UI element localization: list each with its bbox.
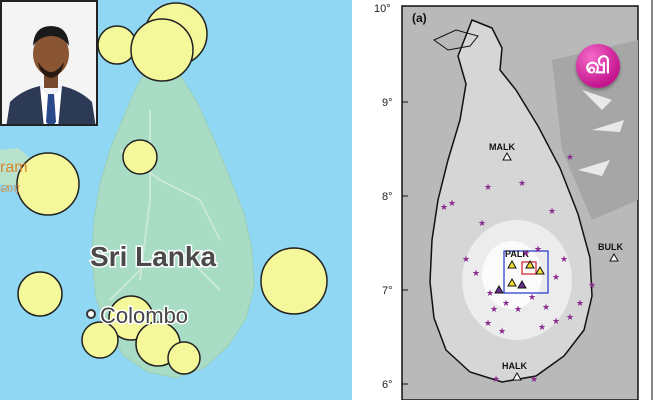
logo-glyph: வி <box>585 53 611 78</box>
relief-map-canvas: 10° 9° 8° 7° 6° (a) MALK PALK BULK HALK … <box>352 0 660 400</box>
face <box>33 32 69 76</box>
tie <box>46 94 56 124</box>
event-star: ★ <box>560 254 568 264</box>
left-map-panel: ram ரை Sri Lanka Colombo <box>0 0 352 400</box>
event-star: ★ <box>538 322 546 332</box>
station-triangle <box>535 265 545 275</box>
partial-place-label: ram <box>0 159 28 176</box>
event-circle <box>122 139 158 175</box>
study-area-box <box>503 250 549 294</box>
event-star: ★ <box>472 268 480 278</box>
station-label-halk: HALK <box>502 361 527 371</box>
event-star: ★ <box>478 218 486 228</box>
station-triangle <box>517 279 527 289</box>
partial-place-label-tamil: ரை <box>0 179 21 195</box>
station-label-bulk: BULK <box>598 242 623 252</box>
portrait-photo <box>0 0 98 126</box>
event-star: ★ <box>530 374 538 384</box>
station-triangle <box>609 252 619 262</box>
event-star: ★ <box>552 272 560 282</box>
hair <box>33 26 69 46</box>
event-star: ★ <box>528 292 536 302</box>
city-label: Colombo <box>100 303 188 328</box>
event-circle <box>97 25 137 65</box>
event-star: ★ <box>486 288 494 298</box>
event-star: ★ <box>462 254 470 264</box>
event-circle <box>81 321 119 359</box>
event-circle <box>17 271 63 317</box>
station-triangle <box>502 151 512 161</box>
event-star: ★ <box>576 298 584 308</box>
event-star: ★ <box>522 248 530 258</box>
event-circle <box>260 247 328 315</box>
event-star: ★ <box>548 206 556 216</box>
city-marker <box>86 309 96 319</box>
right-map-panel: 10° 9° 8° 7° 6° (a) MALK PALK BULK HALK … <box>352 0 660 400</box>
station-triangle <box>494 284 504 294</box>
event-star: ★ <box>566 152 574 162</box>
event-star: ★ <box>498 326 506 336</box>
station-triangle <box>525 259 535 269</box>
event-star: ★ <box>448 198 456 208</box>
lat-tick-label: 9° <box>382 97 393 109</box>
beard <box>38 62 64 78</box>
event-star: ★ <box>518 178 526 188</box>
channel-logo: வி <box>576 44 620 88</box>
lat-tick-label: 8° <box>382 191 393 203</box>
event-star: ★ <box>492 374 500 384</box>
lat-tick-label: 7° <box>382 285 393 297</box>
lat-tick-label: 10° <box>374 3 391 15</box>
road-line <box>139 110 151 281</box>
station-triangle <box>507 277 517 287</box>
event-star: ★ <box>542 302 550 312</box>
station-triangle <box>512 371 522 381</box>
lat-tick-label: 6° <box>382 379 393 391</box>
jaffna-coast <box>433 29 479 51</box>
event-star: ★ <box>490 304 498 314</box>
station-label-malk: MALK <box>489 142 515 152</box>
person-portrait-image <box>2 2 96 124</box>
event-star: ★ <box>588 280 596 290</box>
station-triangle <box>507 259 517 269</box>
event-star: ★ <box>552 316 560 326</box>
event-star: ★ <box>514 304 522 314</box>
event-star: ★ <box>502 298 510 308</box>
station-label-palk: PALK <box>505 249 529 259</box>
left-map-canvas: ram ரை Sri Lanka Colombo <box>0 2 328 379</box>
country-label: Sri Lanka <box>90 241 216 272</box>
event-stars: ★ ★ ★ ★ ★ ★ ★ ★ ★ ★ ★ ★ ★ ★ ★ ★ ★ ★ ★ ★ … <box>440 152 596 384</box>
road-line <box>109 248 221 301</box>
event-circle <box>130 18 194 82</box>
event-star: ★ <box>440 202 448 212</box>
event-circle <box>16 152 80 216</box>
event-star: ★ <box>534 244 542 254</box>
event-star: ★ <box>484 182 492 192</box>
event-star: ★ <box>566 312 574 322</box>
event-circle <box>167 341 201 375</box>
event-star: ★ <box>484 318 492 328</box>
panel-label: (a) <box>412 11 427 25</box>
